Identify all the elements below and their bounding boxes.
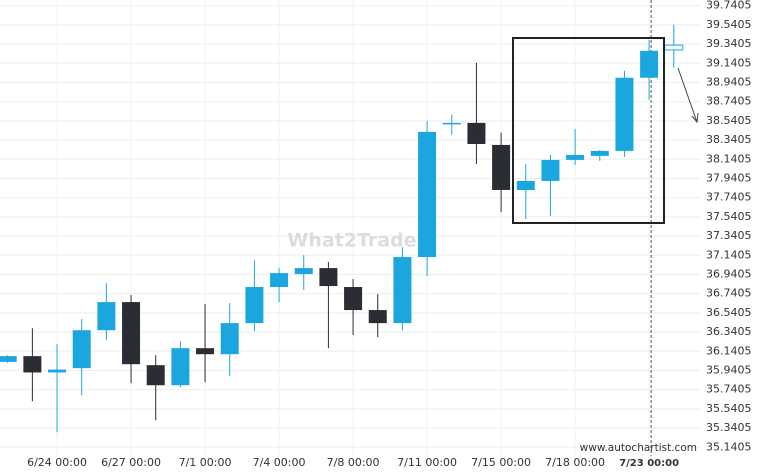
candle-body xyxy=(171,348,190,386)
y-tick-label: 39.5405 xyxy=(706,18,752,31)
x-tick-label: 7/4 00:00 xyxy=(253,456,306,469)
y-tick-label: 36.5405 xyxy=(706,306,752,319)
y-tick-label: 38.7405 xyxy=(706,95,752,108)
x-tick-label: 7/1 00:00 xyxy=(179,456,232,469)
candle-body xyxy=(23,356,42,373)
candle-body xyxy=(393,257,412,324)
candle-body xyxy=(319,268,338,287)
candle-body xyxy=(615,77,634,151)
candles xyxy=(0,24,684,433)
x-tick-label: 6/27 00:00 xyxy=(101,456,161,469)
candle-body xyxy=(0,356,17,362)
candle-body xyxy=(442,122,461,125)
watermark: What2Trade xyxy=(287,230,416,252)
candle-body xyxy=(492,144,511,190)
y-tick-label: 35.3405 xyxy=(706,421,752,434)
y-tick-label: 35.5405 xyxy=(706,402,752,415)
y-tick-label: 36.9405 xyxy=(706,267,752,280)
candle-body xyxy=(368,310,387,324)
x-tick-label: 7/18 00:00 xyxy=(545,456,605,469)
candle-body xyxy=(344,287,363,311)
forecast-arrow xyxy=(677,67,699,124)
candle-body xyxy=(196,348,215,355)
y-tick-label: 37.5405 xyxy=(706,210,752,223)
x-tick-label: 6/24 00:00 xyxy=(27,456,87,469)
y-tick-label: 37.1405 xyxy=(706,248,752,261)
candle-body xyxy=(294,268,313,275)
y-tick-label: 37.3405 xyxy=(706,229,752,242)
y-tick-label: 39.7405 xyxy=(706,0,752,12)
candle-body xyxy=(48,369,67,373)
candle-body xyxy=(122,302,141,365)
pattern-box xyxy=(512,37,665,224)
x-tick-label: 7/11 00:00 xyxy=(397,456,457,469)
candle-body xyxy=(418,131,437,258)
x-tick-label: 7/8 00:00 xyxy=(327,456,380,469)
x-tick-label: 7/15 00:00 xyxy=(471,456,531,469)
candle-body xyxy=(97,302,116,331)
candle-body xyxy=(245,287,264,324)
candle-body xyxy=(516,180,535,190)
y-tick-label: 39.3405 xyxy=(706,37,752,50)
grid xyxy=(0,0,700,456)
y-tick-label: 36.3405 xyxy=(706,325,752,338)
candle-body xyxy=(664,44,684,51)
candle-body xyxy=(220,323,239,355)
y-tick-label: 36.1405 xyxy=(706,344,752,357)
y-tick-label: 35.1405 xyxy=(706,440,752,453)
y-tick-label: 39.1405 xyxy=(706,56,752,69)
y-tick-label: 38.3405 xyxy=(706,133,752,146)
candle-body xyxy=(270,273,289,288)
source: www.autochartist.com xyxy=(580,442,697,454)
candle-body xyxy=(590,150,609,156)
candle-body xyxy=(467,122,486,144)
y-tick-label: 38.5405 xyxy=(706,114,752,127)
y-tick-label: 37.7405 xyxy=(706,191,752,204)
candle-body xyxy=(146,365,165,386)
candle-body xyxy=(72,330,91,369)
x-tick-label: 7/23 00:00 xyxy=(619,458,679,469)
y-tick-label: 36.7405 xyxy=(706,287,752,300)
y-tick-label: 35.9405 xyxy=(706,363,752,376)
y-tick-label: 35.7405 xyxy=(706,383,752,396)
y-tick-label: 38.1405 xyxy=(706,152,752,165)
y-tick-label: 38.9405 xyxy=(706,76,752,89)
candle-body xyxy=(541,159,560,181)
candle-body xyxy=(566,154,585,160)
candle-body xyxy=(640,50,659,78)
y-tick-label: 37.9405 xyxy=(706,171,752,184)
